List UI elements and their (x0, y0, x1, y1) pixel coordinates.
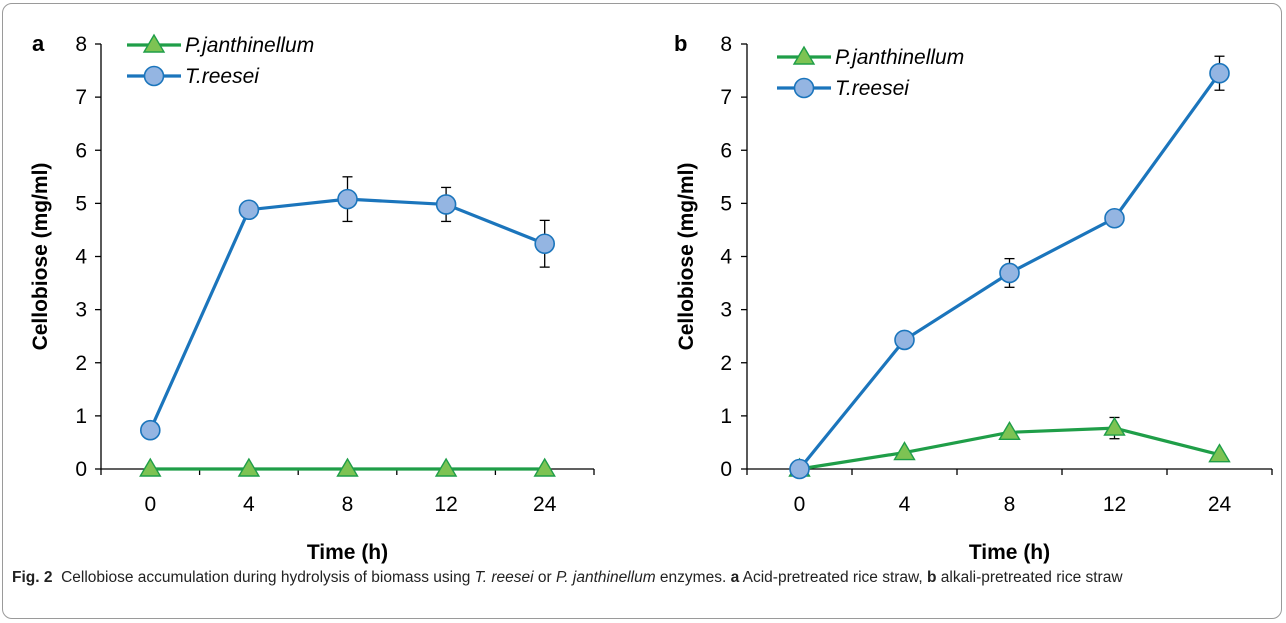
data-point (140, 419, 161, 441)
x-tick-label: 4 (243, 493, 255, 516)
data-point (894, 329, 915, 351)
series-t-reesei (789, 55, 1230, 480)
data-point (893, 441, 916, 461)
legend-label: P.janthinellum (185, 34, 314, 57)
x-tick-label: 8 (1004, 493, 1016, 516)
x-axis-title: Time (h) (969, 541, 1050, 564)
caption-bold-a: a (730, 569, 740, 586)
x-axis-title: Time (h) (307, 541, 388, 564)
y-axis-title: Cellobiose (mg/ml) (29, 163, 52, 351)
data-point (435, 194, 457, 215)
caption-italic-2: P. janthinellum (555, 569, 656, 586)
y-tick-label: 4 (720, 246, 732, 269)
data-point (534, 233, 556, 255)
data-point (434, 457, 458, 477)
y-tick-label: 5 (75, 192, 87, 215)
legend-label: T.reesei (835, 77, 910, 100)
y-tick-label: 8 (720, 33, 732, 56)
caption-text-5: alkali-pretreated rice straw (936, 569, 1123, 586)
data-point (1208, 443, 1231, 463)
data-point (238, 199, 260, 221)
y-tick-label: 4 (75, 246, 87, 269)
legend-swatch-marker (793, 77, 815, 99)
y-axis-title: Cellobiose (mg/ml) (675, 163, 698, 351)
data-point (1103, 416, 1126, 436)
figure-frame (2, 3, 1282, 619)
caption-text-2: or (533, 569, 556, 586)
x-tick-label: 12 (1103, 493, 1126, 516)
y-tick-label: 2 (720, 352, 732, 375)
x-tick-label: 0 (144, 493, 156, 516)
caption-bold-b: b (927, 569, 937, 586)
y-tick-label: 1 (720, 405, 732, 428)
legend-label: T.reesei (185, 65, 260, 88)
x-tick-label: 8 (342, 493, 354, 516)
x-tick-label: 12 (434, 493, 457, 516)
series-p-janthinellum (788, 416, 1231, 477)
data-point (1104, 207, 1125, 229)
series-t-reesei (140, 176, 556, 441)
data-point (999, 262, 1020, 284)
data-point (337, 188, 358, 210)
data-point (789, 458, 810, 480)
caption-text-4: Acid-pretreated rice straw, (739, 569, 927, 586)
x-tick-label: 4 (899, 493, 911, 516)
x-tick-label: 0 (794, 493, 806, 516)
y-tick-label: 8 (75, 33, 87, 56)
panel-label: a (32, 31, 45, 56)
data-point (998, 420, 1021, 441)
series-line (148, 197, 546, 431)
figure-caption: Fig. 2 Cellobiose accumulation during hy… (12, 568, 1262, 588)
data-point (139, 457, 162, 477)
y-tick-label: 0 (720, 458, 732, 481)
caption-italic-1: T. reesei (474, 569, 534, 586)
data-point (533, 457, 556, 477)
y-tick-label: 3 (720, 299, 732, 322)
x-tick-label: 24 (1208, 493, 1232, 516)
legend-swatch-marker (143, 65, 165, 87)
legend-swatch-marker (142, 33, 166, 53)
caption-text-3: enzymes. (655, 569, 731, 586)
y-tick-label: 3 (75, 299, 87, 322)
y-tick-label: 1 (75, 405, 87, 428)
y-tick-label: 0 (75, 458, 87, 481)
legend-label: P.janthinellum (835, 46, 964, 69)
caption-text-1: Cellobiose accumulation during hydrolysi… (61, 569, 475, 586)
data-point (237, 457, 261, 477)
data-point (1209, 62, 1230, 84)
y-tick-label: 7 (720, 86, 732, 109)
series-p-janthinellum (139, 457, 556, 477)
y-tick-label: 5 (720, 192, 732, 215)
panel-label: b (674, 31, 687, 56)
x-tick-label: 24 (533, 493, 557, 516)
y-tick-label: 6 (720, 139, 732, 162)
caption-fig-label: Fig. 2 (12, 569, 53, 586)
y-tick-label: 2 (75, 352, 87, 375)
data-point (336, 457, 359, 477)
y-tick-label: 7 (75, 86, 87, 109)
y-tick-label: 6 (75, 139, 87, 162)
legend-swatch-marker (792, 45, 816, 65)
